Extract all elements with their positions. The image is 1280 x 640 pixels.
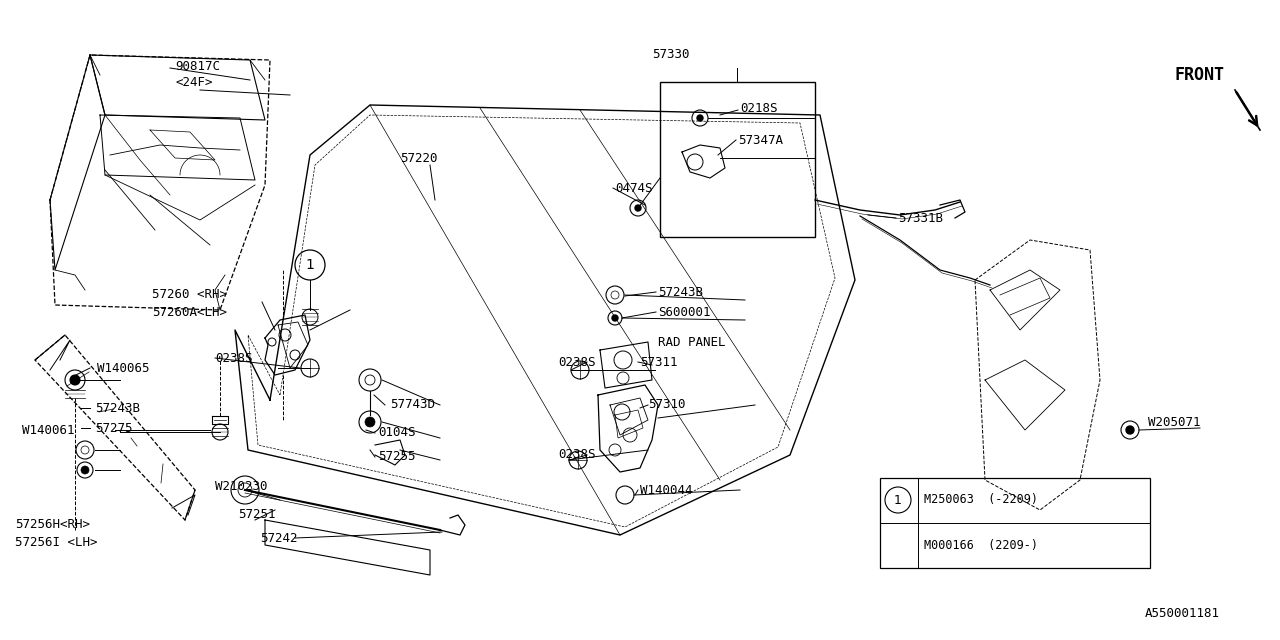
- Text: 57347A: 57347A: [739, 134, 783, 147]
- Circle shape: [365, 417, 375, 427]
- Text: 57310: 57310: [648, 399, 686, 412]
- Bar: [881, 478, 1149, 568]
- Circle shape: [698, 115, 703, 121]
- Text: 1: 1: [893, 493, 902, 506]
- Text: 90817C: 90817C: [175, 60, 220, 73]
- Text: 57743D: 57743D: [390, 399, 435, 412]
- Text: 57251: 57251: [238, 509, 275, 522]
- Text: 57243B: 57243B: [95, 401, 140, 415]
- Text: 57330: 57330: [652, 49, 690, 61]
- Text: 0238S: 0238S: [558, 449, 595, 461]
- Text: 57311: 57311: [640, 355, 677, 369]
- Circle shape: [1126, 426, 1134, 434]
- Text: 57331B: 57331B: [899, 211, 943, 225]
- Text: 57275: 57275: [95, 422, 133, 435]
- Text: W140061: W140061: [22, 424, 74, 436]
- Text: 57242: 57242: [260, 531, 297, 545]
- Text: W210230: W210230: [215, 479, 268, 493]
- Text: S600001: S600001: [658, 305, 710, 319]
- Text: RAD PANEL: RAD PANEL: [658, 335, 726, 349]
- Text: 57256I <LH>: 57256I <LH>: [15, 536, 97, 548]
- Text: A550001181: A550001181: [1146, 607, 1220, 620]
- Text: 57256H<RH>: 57256H<RH>: [15, 518, 90, 531]
- Text: 0474S: 0474S: [614, 182, 653, 195]
- Text: 57260A<LH>: 57260A<LH>: [152, 305, 227, 319]
- Text: 57260 <RH>: 57260 <RH>: [152, 289, 227, 301]
- Circle shape: [612, 315, 618, 321]
- Bar: [660, 82, 815, 237]
- Text: M250063  (-2209): M250063 (-2209): [924, 493, 1038, 506]
- Text: W205071: W205071: [1148, 415, 1201, 429]
- Text: 57243B: 57243B: [658, 285, 703, 298]
- Text: FRONT: FRONT: [1175, 66, 1225, 84]
- Text: 57255: 57255: [378, 451, 416, 463]
- Text: W140065: W140065: [97, 362, 150, 374]
- Text: 0218S: 0218S: [740, 102, 777, 115]
- Text: 0238S: 0238S: [558, 355, 595, 369]
- Text: 0104S: 0104S: [378, 426, 416, 440]
- Circle shape: [635, 205, 641, 211]
- Text: <24F>: <24F>: [175, 76, 212, 89]
- Text: 57220: 57220: [399, 152, 438, 165]
- Text: 0238S: 0238S: [215, 351, 252, 365]
- Circle shape: [81, 466, 90, 474]
- Text: W140044: W140044: [640, 483, 692, 497]
- Text: 1: 1: [306, 258, 315, 272]
- Text: M000166  (2209-): M000166 (2209-): [924, 538, 1038, 552]
- Circle shape: [70, 375, 79, 385]
